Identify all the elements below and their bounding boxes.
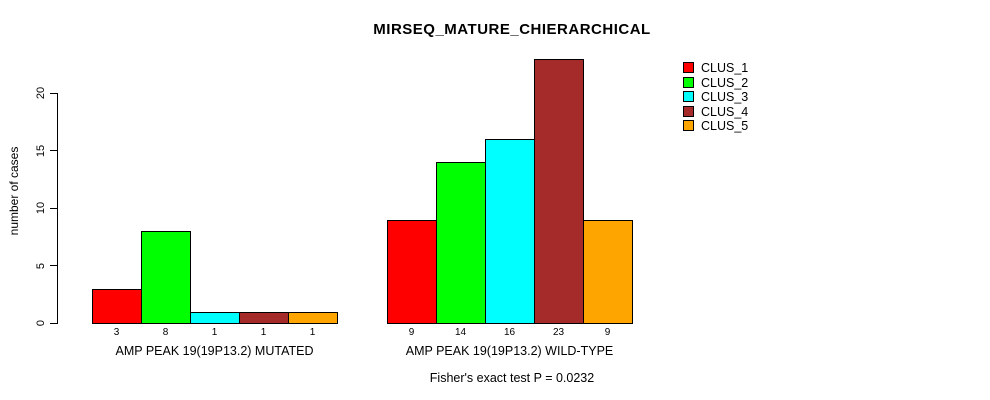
- y-tick: [50, 322, 57, 324]
- legend-label: CLUS_1: [701, 61, 749, 75]
- bar-value-label: 16: [503, 327, 516, 338]
- bar-clus_1-group1: [92, 288, 142, 324]
- y-tick: [50, 265, 57, 266]
- bar-clus_4-group2: [534, 58, 584, 324]
- y-tick-label: 15: [35, 144, 47, 157]
- legend-swatch: [683, 105, 694, 117]
- chart-title: MIRSEQ_MATURE_CHIERARCHICAL: [373, 21, 651, 38]
- legend-swatch: [683, 91, 694, 102]
- bar-clus_2-group1: [141, 231, 191, 324]
- bar-clus_3-group2: [485, 139, 535, 324]
- legend-swatch: [683, 120, 694, 131]
- y-tick-label: 5: [35, 262, 47, 269]
- bar-clus_2-group2: [436, 162, 486, 324]
- bar-value-label: 3: [113, 327, 120, 338]
- y-tick-label: 10: [35, 201, 47, 215]
- bar-value-label: 23: [552, 327, 565, 338]
- legend-label: CLUS_4: [701, 104, 749, 119]
- group-label: AMP PEAK 19(19P13.2) MUTATED: [115, 344, 314, 358]
- bar-clus_5-group2: [583, 219, 633, 324]
- y-axis-label: number of cases: [7, 146, 21, 236]
- bar-clus_5-group1: [288, 311, 338, 324]
- bar-clus_3-group1: [190, 311, 240, 324]
- y-tick: [50, 150, 57, 151]
- y-tick: [50, 92, 57, 94]
- bar-value-label: 1: [260, 327, 267, 338]
- bar-value-label: 1: [309, 327, 316, 338]
- bar-value-label: 14: [454, 327, 467, 338]
- legend-swatch: [683, 76, 694, 88]
- bar-clus_1-group2: [387, 219, 437, 324]
- bar-value-label: 9: [604, 327, 611, 338]
- y-tick-label: 20: [35, 86, 47, 100]
- bar-value-label: 9: [408, 327, 415, 338]
- legend-swatch: [683, 62, 694, 73]
- footer-note: Fisher's exact test P = 0.0232: [429, 371, 595, 385]
- legend-label: CLUS_5: [701, 119, 749, 133]
- group-label: AMP PEAK 19(19P13.2) WILD-TYPE: [405, 344, 614, 358]
- bar-value-label: 1: [211, 327, 218, 338]
- bar-value-label: 8: [162, 327, 169, 338]
- bar-clus_4-group1: [239, 311, 289, 324]
- legend-label: CLUS_2: [701, 75, 749, 90]
- legend-label: CLUS_3: [701, 90, 749, 104]
- y-tick: [50, 207, 57, 209]
- y-axis-line: [57, 93, 58, 324]
- y-tick-label: 0: [35, 319, 47, 327]
